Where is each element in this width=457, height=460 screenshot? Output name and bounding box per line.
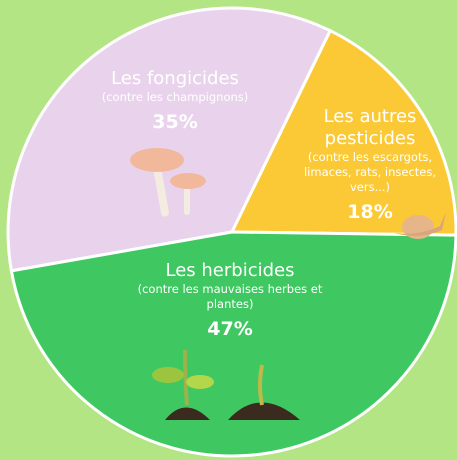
value-label: 47%: [130, 316, 330, 342]
category-label: Les herbicides: [130, 260, 330, 282]
category-label: Les fongicides: [80, 68, 270, 90]
description: (contre les champignons): [80, 90, 270, 105]
page: Les fongicides(contre les champignons) 35…: [0, 0, 457, 460]
description: (contre les escargots, limaces, rats, in…: [290, 150, 450, 195]
description: (contre les mauvaises herbes et plantes): [130, 282, 330, 312]
slice-label: Les autres pesticides(contre les escargo…: [290, 106, 450, 225]
slice-label: Les herbicides(contre les mauvaises herb…: [130, 260, 330, 342]
value-label: 18%: [290, 199, 450, 225]
slice-label: Les fongicides(contre les champignons) 35…: [80, 68, 270, 135]
value-label: 35%: [80, 109, 270, 135]
category-label: Les autres pesticides: [290, 106, 450, 150]
